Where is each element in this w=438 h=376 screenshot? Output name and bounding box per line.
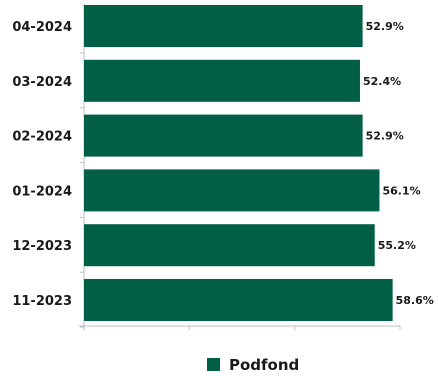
value-label: 52.4% [363,75,401,88]
legend-swatch [207,358,220,371]
value-label: 55.2% [378,239,416,252]
category-label: 12-2023 [12,239,72,254]
bar [84,59,360,102]
value-label: 56.1% [382,184,420,197]
bar [84,114,363,157]
category-label: 04-2024 [12,20,72,35]
bar [84,224,375,267]
bar [84,169,380,212]
legend: Podfond [207,356,299,374]
category-label: 03-2024 [12,75,72,90]
bar [84,5,363,47]
legend-label: Podfond [229,356,299,374]
value-label: 58.6% [396,294,434,307]
category-label: 01-2024 [12,184,72,199]
chart-axes: 04-2024 03-2024 02-2024 01-2024 12-2023 11-20… [12,4,401,330]
bar [84,279,393,321]
value-label: 52.9% [366,130,404,143]
category-label: 02-2024 [12,130,72,145]
category-label: 11-2023 [12,294,72,309]
bar-group: 52.9% 52.4% 52.9% 56.1% 55.2% 58.6% [84,5,434,321]
value-label: 52.9% [366,20,404,33]
